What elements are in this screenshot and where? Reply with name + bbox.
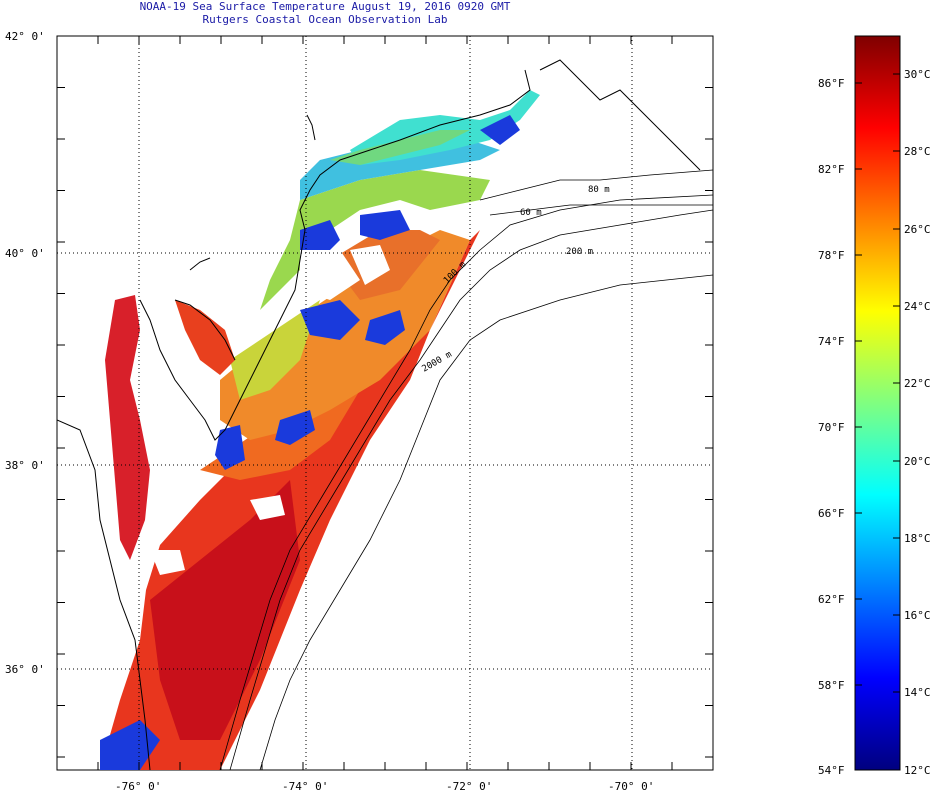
isobath-label-200: 200 m [566, 247, 593, 257]
isobath-line-60 [489, 204, 713, 216]
colorbar: 86°F 82°F 78°F 74°F 70°F 66°F 62°F 58°F … [818, 35, 931, 777]
cb-f-78: 78°F [818, 249, 845, 262]
axis-ticks [56, 35, 714, 770]
cb-f-86: 86°F [818, 77, 845, 90]
lat-label-42: 42° 0' [5, 30, 45, 43]
graticule [57, 36, 713, 770]
lon-label-70: -70° 0' [608, 780, 654, 793]
map-panel: 60 m 80 m 100 m 200 m 2000 m 42° 0' 4 [5, 30, 714, 793]
cb-c-28: 28°C [904, 145, 931, 158]
cb-c-16: 16°C [904, 609, 931, 622]
isobaths [219, 169, 713, 770]
coastline [57, 59, 701, 770]
cb-c-24: 24°C [904, 300, 931, 313]
lat-label-38: 38° 0' [5, 459, 45, 472]
isobath-label-80: 80 m [588, 185, 610, 195]
lon-label-72: -72° 0' [446, 780, 492, 793]
cb-c-18: 18°C [904, 532, 931, 545]
cb-f-58: 58°F [818, 679, 845, 692]
cb-c-22: 22°C [904, 377, 931, 390]
map-title: NOAA-19 Sea Surface Temperature August 1… [0, 0, 650, 26]
isobath-line-80 [479, 169, 713, 201]
cb-f-54: 54°F [818, 764, 845, 777]
cb-f-66: 66°F [818, 507, 845, 520]
cb-f-70: 70°F [818, 421, 845, 434]
isobath-line-100 [219, 194, 713, 770]
cb-c-26: 26°C [904, 223, 931, 236]
cb-c-20: 20°C [904, 455, 931, 468]
isobath-line-2000 [259, 274, 713, 770]
lat-label-36: 36° 0' [5, 663, 45, 676]
title-line-1: NOAA-19 Sea Surface Temperature August 1… [139, 0, 511, 13]
lat-label-40: 40° 0' [5, 247, 45, 260]
isobath-line-200 [229, 209, 713, 770]
lon-label-76: -76° 0' [115, 780, 161, 793]
isobath-label-60: 60 m [520, 208, 542, 218]
lat-labels: 42° 0' 40° 0' 38° 0' 36° 0' [5, 30, 45, 676]
cb-f-62: 62°F [818, 593, 845, 606]
title-line-2: Rutgers Coastal Ocean Observation Lab [202, 13, 448, 26]
lon-labels: -76° 0' -74° 0' -72° 0' -70° 0' [115, 780, 654, 793]
cb-c-30: 30°C [904, 68, 931, 81]
colorbar-f-labels: 86°F 82°F 78°F 74°F 70°F 66°F 62°F 58°F … [818, 77, 845, 777]
sst-swath [100, 90, 540, 770]
colorbar-bar [854, 35, 901, 771]
cb-f-74: 74°F [818, 335, 845, 348]
cb-c-12: 12°C [904, 764, 931, 777]
cb-c-14: 14°C [904, 686, 931, 699]
colorbar-c-labels: 30°C 28°C 26°C 24°C 22°C 20°C 18°C 16°C … [904, 68, 931, 777]
colorbar-ticks [855, 73, 900, 693]
cb-f-82: 82°F [818, 163, 845, 176]
lon-label-74: -74° 0' [282, 780, 328, 793]
